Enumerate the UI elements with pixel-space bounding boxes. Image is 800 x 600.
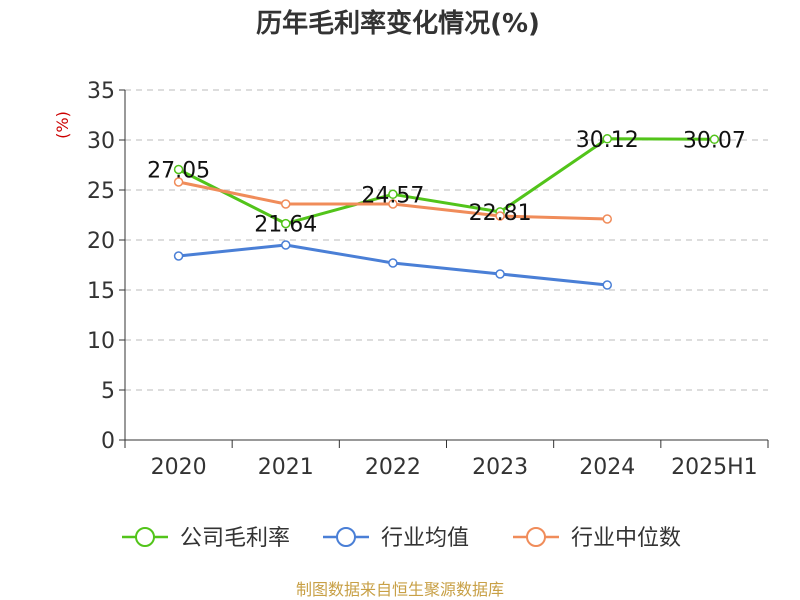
grid-lines [125, 89, 768, 391]
legend-label: 行业均值 [381, 526, 469, 551]
data-label: 27.05 [147, 159, 210, 184]
y-tick-label: 30 [87, 129, 115, 154]
data-point [495, 269, 505, 279]
data-point [173, 164, 184, 175]
data-label: 24.57 [361, 183, 424, 208]
source-note: 制图数据来自恒生聚源数据库 [296, 580, 504, 599]
x-tick-label: 2023 [472, 455, 528, 480]
data-point [602, 280, 612, 290]
x-tick-label: 2025H1 [671, 455, 758, 480]
legend-marker [336, 527, 356, 547]
data-label: 30.07 [683, 128, 746, 153]
data-labels: 27.05 21.64 24.57 22.81 30.12 30.07 [147, 128, 746, 238]
data-point [173, 177, 184, 187]
y-tick-label: 35 [87, 79, 115, 104]
legend-marker [135, 527, 155, 547]
data-point [388, 189, 398, 200]
y-tick-label: 20 [87, 229, 115, 254]
legend-label: 公司毛利率 [180, 526, 290, 551]
data-point [388, 258, 398, 268]
x-tick-label: 2020 [151, 455, 207, 480]
data-label: 21.64 [254, 213, 317, 238]
y-tick-label: 25 [87, 179, 115, 204]
y-tick-label: 5 [101, 379, 115, 404]
y-tick-label: 10 [87, 329, 115, 354]
legend: 公司毛利率 行业均值 行业中位数 [122, 526, 681, 551]
data-point [602, 134, 612, 144]
data-point [709, 134, 720, 145]
y-tick-label: 0 [101, 429, 115, 454]
legend-label: 行业中位数 [571, 526, 681, 551]
data-point [281, 199, 291, 209]
chart-title: 历年毛利率变化情况(%) [256, 8, 540, 39]
axes: 0 5 10 15 20 25 30 35 2020 2021 2022 2023 2024 2025H1 [87, 79, 769, 480]
data-label: 30.12 [576, 128, 639, 153]
data-point [281, 218, 291, 229]
series-line-0 [177, 137, 715, 226]
legend-marker [526, 527, 546, 547]
y-tick-label: 15 [87, 279, 115, 304]
data-point [495, 211, 505, 221]
x-tick-label: 2021 [258, 455, 314, 480]
data-point [388, 199, 398, 209]
data-point [602, 214, 612, 224]
x-tick-label: 2022 [365, 455, 421, 480]
data-point [281, 240, 291, 250]
y-axis-label: (%) [53, 111, 72, 139]
data-label: 22.81 [469, 201, 532, 226]
x-tick-label: 2024 [579, 455, 635, 480]
series-layer [173, 134, 720, 290]
data-point [173, 251, 184, 261]
